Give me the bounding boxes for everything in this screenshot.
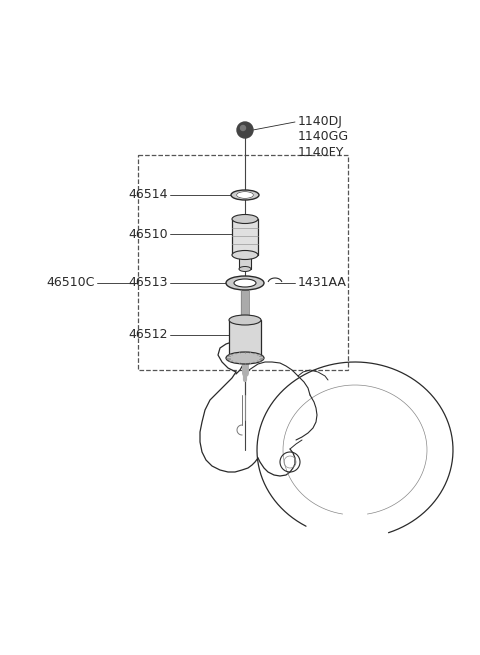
Text: 46510C: 46510C (47, 276, 95, 290)
Bar (239, 255, 251, 269)
Ellipse shape (239, 267, 251, 272)
Circle shape (237, 122, 253, 138)
Ellipse shape (232, 250, 258, 259)
Ellipse shape (226, 352, 264, 364)
Ellipse shape (234, 279, 256, 287)
Bar (138, 155, 348, 370)
Ellipse shape (231, 190, 259, 200)
Text: 1140GG: 1140GG (298, 130, 349, 143)
Text: 46513: 46513 (129, 276, 168, 290)
Text: 46510: 46510 (128, 227, 168, 240)
Ellipse shape (229, 315, 261, 325)
Bar (229, 320, 261, 358)
Bar (232, 219, 258, 255)
Text: 1140FY: 1140FY (298, 145, 344, 159)
Ellipse shape (237, 192, 253, 198)
Text: 1140DJ: 1140DJ (298, 115, 343, 128)
Text: 1431AA: 1431AA (298, 276, 347, 290)
Circle shape (240, 126, 245, 130)
Text: 46514: 46514 (129, 189, 168, 202)
Ellipse shape (226, 276, 264, 290)
Text: 46512: 46512 (129, 329, 168, 341)
Ellipse shape (232, 214, 258, 223)
